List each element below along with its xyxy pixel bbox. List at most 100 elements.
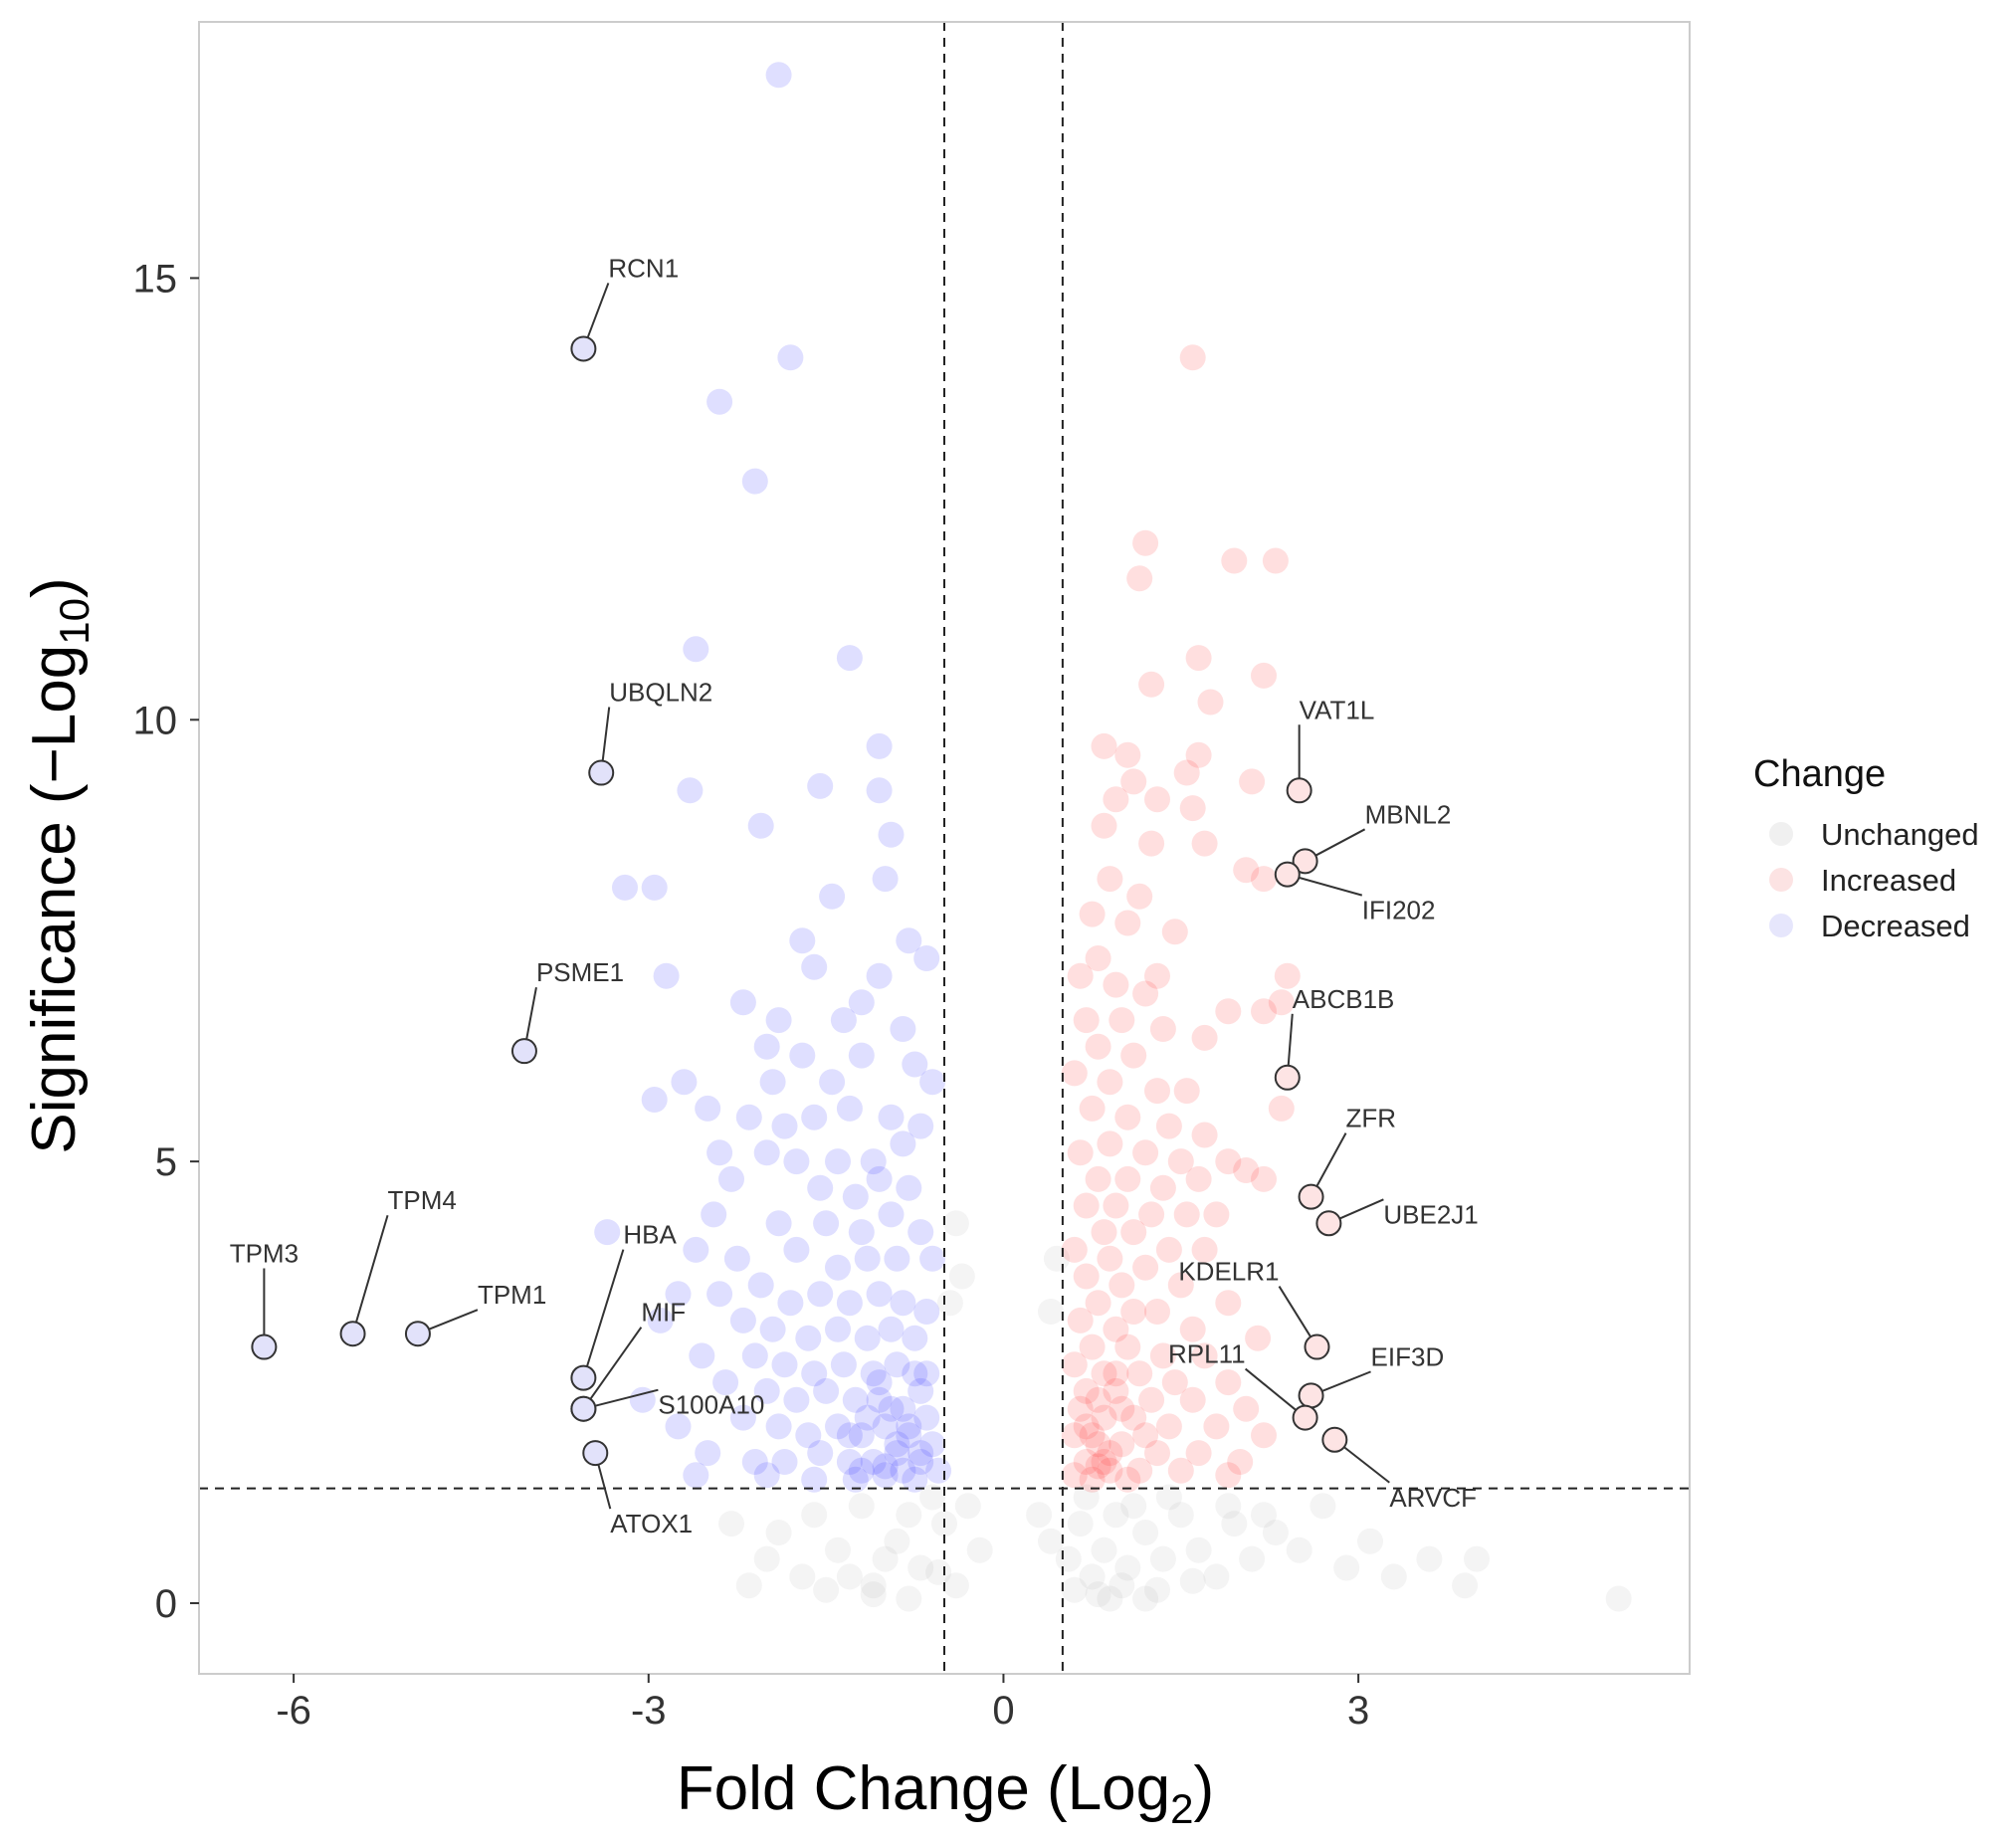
point-increased bbox=[1233, 1157, 1260, 1183]
point-decreased bbox=[729, 1404, 756, 1431]
point-increased bbox=[1144, 1078, 1170, 1105]
point-unchanged bbox=[942, 1572, 969, 1599]
gene-label: TPM4 bbox=[388, 1185, 457, 1215]
gene-label: PSME1 bbox=[536, 957, 624, 987]
point-decreased bbox=[765, 62, 792, 89]
point-unchanged bbox=[872, 1545, 899, 1572]
point-unchanged bbox=[948, 1263, 975, 1290]
point-increased bbox=[1126, 1457, 1153, 1484]
point-decreased bbox=[913, 1404, 940, 1431]
point-increased bbox=[1103, 1316, 1129, 1342]
point-increased bbox=[1179, 795, 1206, 822]
point-decreased bbox=[878, 1395, 905, 1422]
point-increased bbox=[1120, 1219, 1147, 1246]
point-unchanged bbox=[753, 1545, 780, 1572]
point-increased bbox=[1097, 1457, 1123, 1484]
point-decreased bbox=[836, 1095, 863, 1122]
point-increased bbox=[1097, 1245, 1123, 1272]
point-unchanged bbox=[1067, 1511, 1094, 1538]
labeled-point bbox=[1286, 777, 1312, 804]
point-unchanged bbox=[1286, 1537, 1312, 1563]
x-axis-title-subscript: 2 bbox=[1170, 1785, 1193, 1832]
point-increased bbox=[1185, 645, 1212, 672]
point-decreased bbox=[896, 927, 922, 954]
point-increased bbox=[1061, 1462, 1088, 1489]
point-increased bbox=[1149, 1016, 1176, 1042]
y-tick-label: 15 bbox=[133, 257, 178, 301]
point-decreased bbox=[819, 883, 846, 910]
point-unchanged bbox=[1333, 1554, 1360, 1581]
point-increased bbox=[1085, 945, 1111, 971]
point-increased bbox=[1061, 1236, 1088, 1263]
point-increased bbox=[1191, 1122, 1218, 1148]
point-increased bbox=[1103, 971, 1129, 998]
gene-label: EIF3D bbox=[1371, 1341, 1445, 1371]
point-decreased bbox=[753, 1377, 780, 1404]
point-increased bbox=[1085, 1453, 1111, 1480]
point-unchanged bbox=[1038, 1299, 1064, 1325]
point-increased bbox=[1215, 1462, 1242, 1489]
point-increased bbox=[1085, 1290, 1111, 1317]
point-unchanged bbox=[1149, 1545, 1176, 1572]
point-increased bbox=[1144, 962, 1170, 989]
legend-items: Unchanged Increased Decreased bbox=[1769, 817, 1979, 943]
point-decreased bbox=[884, 1431, 910, 1458]
point-decreased bbox=[854, 1245, 881, 1272]
point-decreased bbox=[801, 1104, 828, 1130]
point-decreased bbox=[830, 1351, 857, 1378]
gene-label: TPM1 bbox=[478, 1280, 546, 1310]
point-increased bbox=[1191, 1236, 1218, 1263]
point-decreased bbox=[723, 1245, 750, 1272]
point-unchanged bbox=[718, 1511, 744, 1538]
gene-label: UBE2J1 bbox=[1383, 1199, 1478, 1229]
point-increased bbox=[1239, 768, 1266, 795]
x-tick-label: -6 bbox=[276, 1689, 311, 1733]
point-increased bbox=[1067, 1395, 1094, 1422]
point-unchanged bbox=[1155, 1484, 1182, 1511]
x-tick-label: 3 bbox=[1347, 1689, 1369, 1733]
point-decreased bbox=[641, 874, 668, 901]
point-increased bbox=[1067, 962, 1094, 989]
point-increased bbox=[1274, 962, 1301, 989]
labeled-point bbox=[510, 1038, 537, 1065]
threshold-lines bbox=[199, 22, 1690, 1674]
point-increased bbox=[1120, 768, 1147, 795]
point-unchanged bbox=[1167, 1502, 1194, 1529]
point-unchanged bbox=[942, 1210, 969, 1237]
point-increased bbox=[1126, 883, 1153, 910]
gene-label: MIF bbox=[641, 1298, 686, 1328]
point-increased bbox=[1215, 1290, 1242, 1317]
gene-label: MBNL2 bbox=[1365, 799, 1452, 829]
point-increased bbox=[1262, 547, 1289, 574]
point-decreased bbox=[878, 1316, 905, 1342]
gene-label-connector bbox=[351, 1214, 389, 1334]
point-decreased bbox=[907, 1440, 934, 1467]
point-decreased bbox=[842, 1183, 869, 1210]
point-decreased bbox=[872, 1453, 899, 1480]
point-decreased bbox=[695, 1440, 721, 1467]
point-decreased bbox=[902, 1051, 928, 1078]
point-decreased bbox=[866, 1165, 893, 1192]
point-increased bbox=[1173, 1078, 1200, 1105]
labeled-point bbox=[251, 1333, 278, 1360]
point-decreased bbox=[913, 1360, 940, 1387]
point-decreased bbox=[807, 772, 834, 799]
point-increased bbox=[1173, 759, 1200, 786]
legend-label: Increased bbox=[1821, 863, 1956, 898]
point-decreased bbox=[866, 1369, 893, 1396]
point-decreased bbox=[913, 1299, 940, 1325]
point-decreased bbox=[860, 1449, 887, 1475]
point-increased bbox=[1215, 1369, 1242, 1396]
point-decreased bbox=[753, 1462, 780, 1489]
point-decreased bbox=[872, 1462, 899, 1489]
point-decreased bbox=[706, 1281, 733, 1308]
point-increased bbox=[1103, 786, 1129, 813]
point-increased bbox=[1097, 866, 1123, 893]
point-decreased bbox=[753, 1139, 780, 1166]
point-decreased bbox=[890, 1457, 916, 1484]
point-decreased bbox=[765, 1210, 792, 1237]
point-unchanged bbox=[1144, 1576, 1170, 1603]
point-decreased bbox=[813, 1210, 840, 1237]
point-increased bbox=[1061, 1060, 1088, 1087]
point-increased bbox=[1103, 1360, 1129, 1387]
